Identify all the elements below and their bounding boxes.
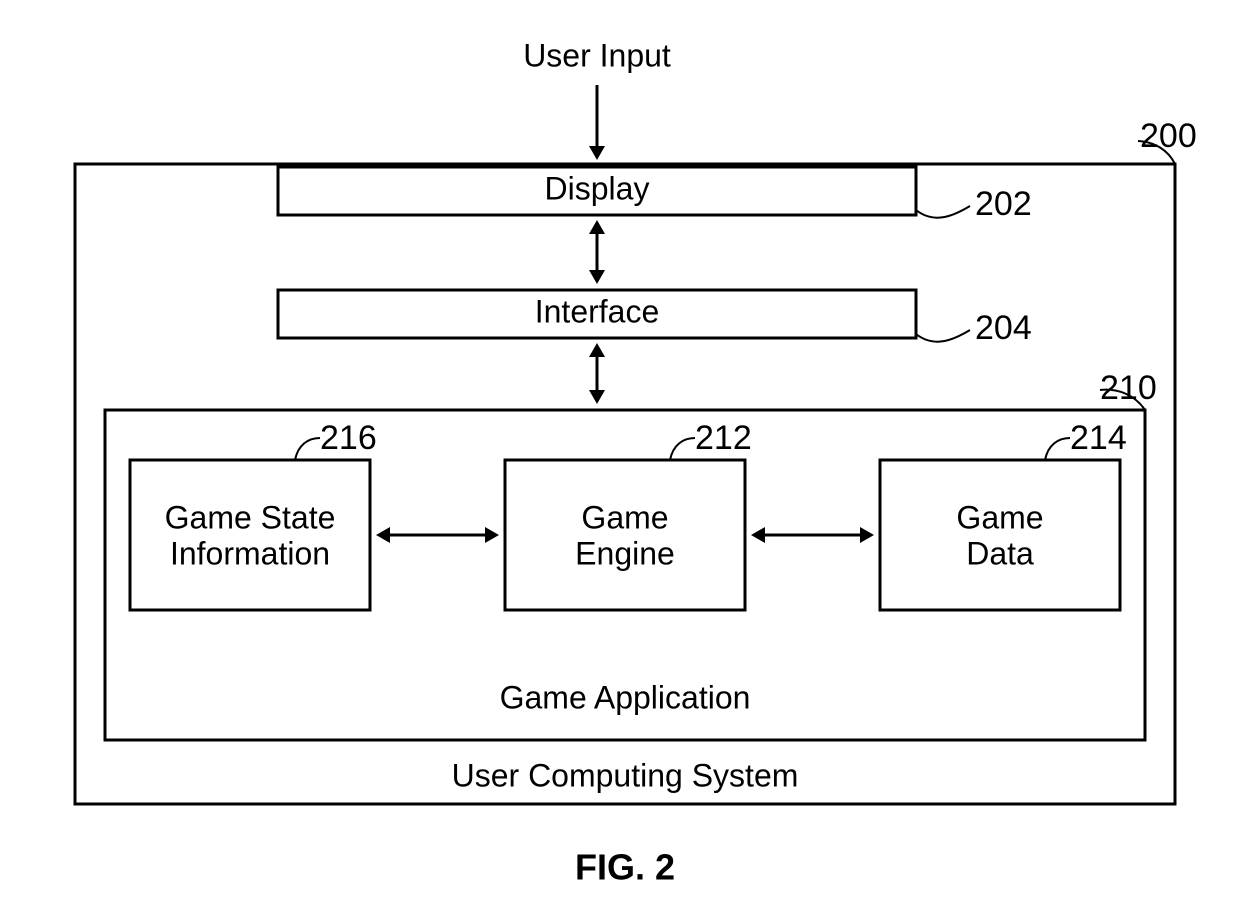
arrowhead [751,527,765,543]
user-computing-system-label: User Computing System [452,757,799,793]
figure-label: FIG. 2 [575,847,675,888]
arrowhead [589,220,605,234]
arrowhead [485,527,499,543]
user-input-label: User Input [523,37,671,73]
display-label: Display [545,170,650,206]
leader-game_data [1045,438,1070,460]
ref-216: 216 [320,419,377,457]
game-data-label-line0: Game [956,499,1043,535]
leader-game_engine [670,438,695,460]
leader-display [916,206,970,218]
leader-game_state [295,438,320,460]
arrowhead [589,390,605,404]
game-state-label-line0: Game State [165,499,336,535]
arrowhead [860,527,874,543]
ref-214: 214 [1070,419,1127,457]
game-engine-label-line0: Game [581,499,668,535]
ref-212: 212 [695,419,752,457]
game-data-label-line1: Data [966,535,1034,571]
arrowhead [376,527,390,543]
leader-interface [916,330,970,342]
game-state-label-line1: Information [170,535,330,571]
ref-200: 200 [1140,117,1197,155]
game-application-label: Game Application [500,679,751,715]
ref-204: 204 [975,309,1032,347]
arrowhead [589,270,605,284]
interface-label: Interface [535,293,660,329]
arrowhead [589,343,605,357]
ref-202: 202 [975,185,1032,223]
ref-210: 210 [1100,369,1157,407]
arrowhead [589,146,605,160]
game-engine-label-line1: Engine [575,535,675,571]
